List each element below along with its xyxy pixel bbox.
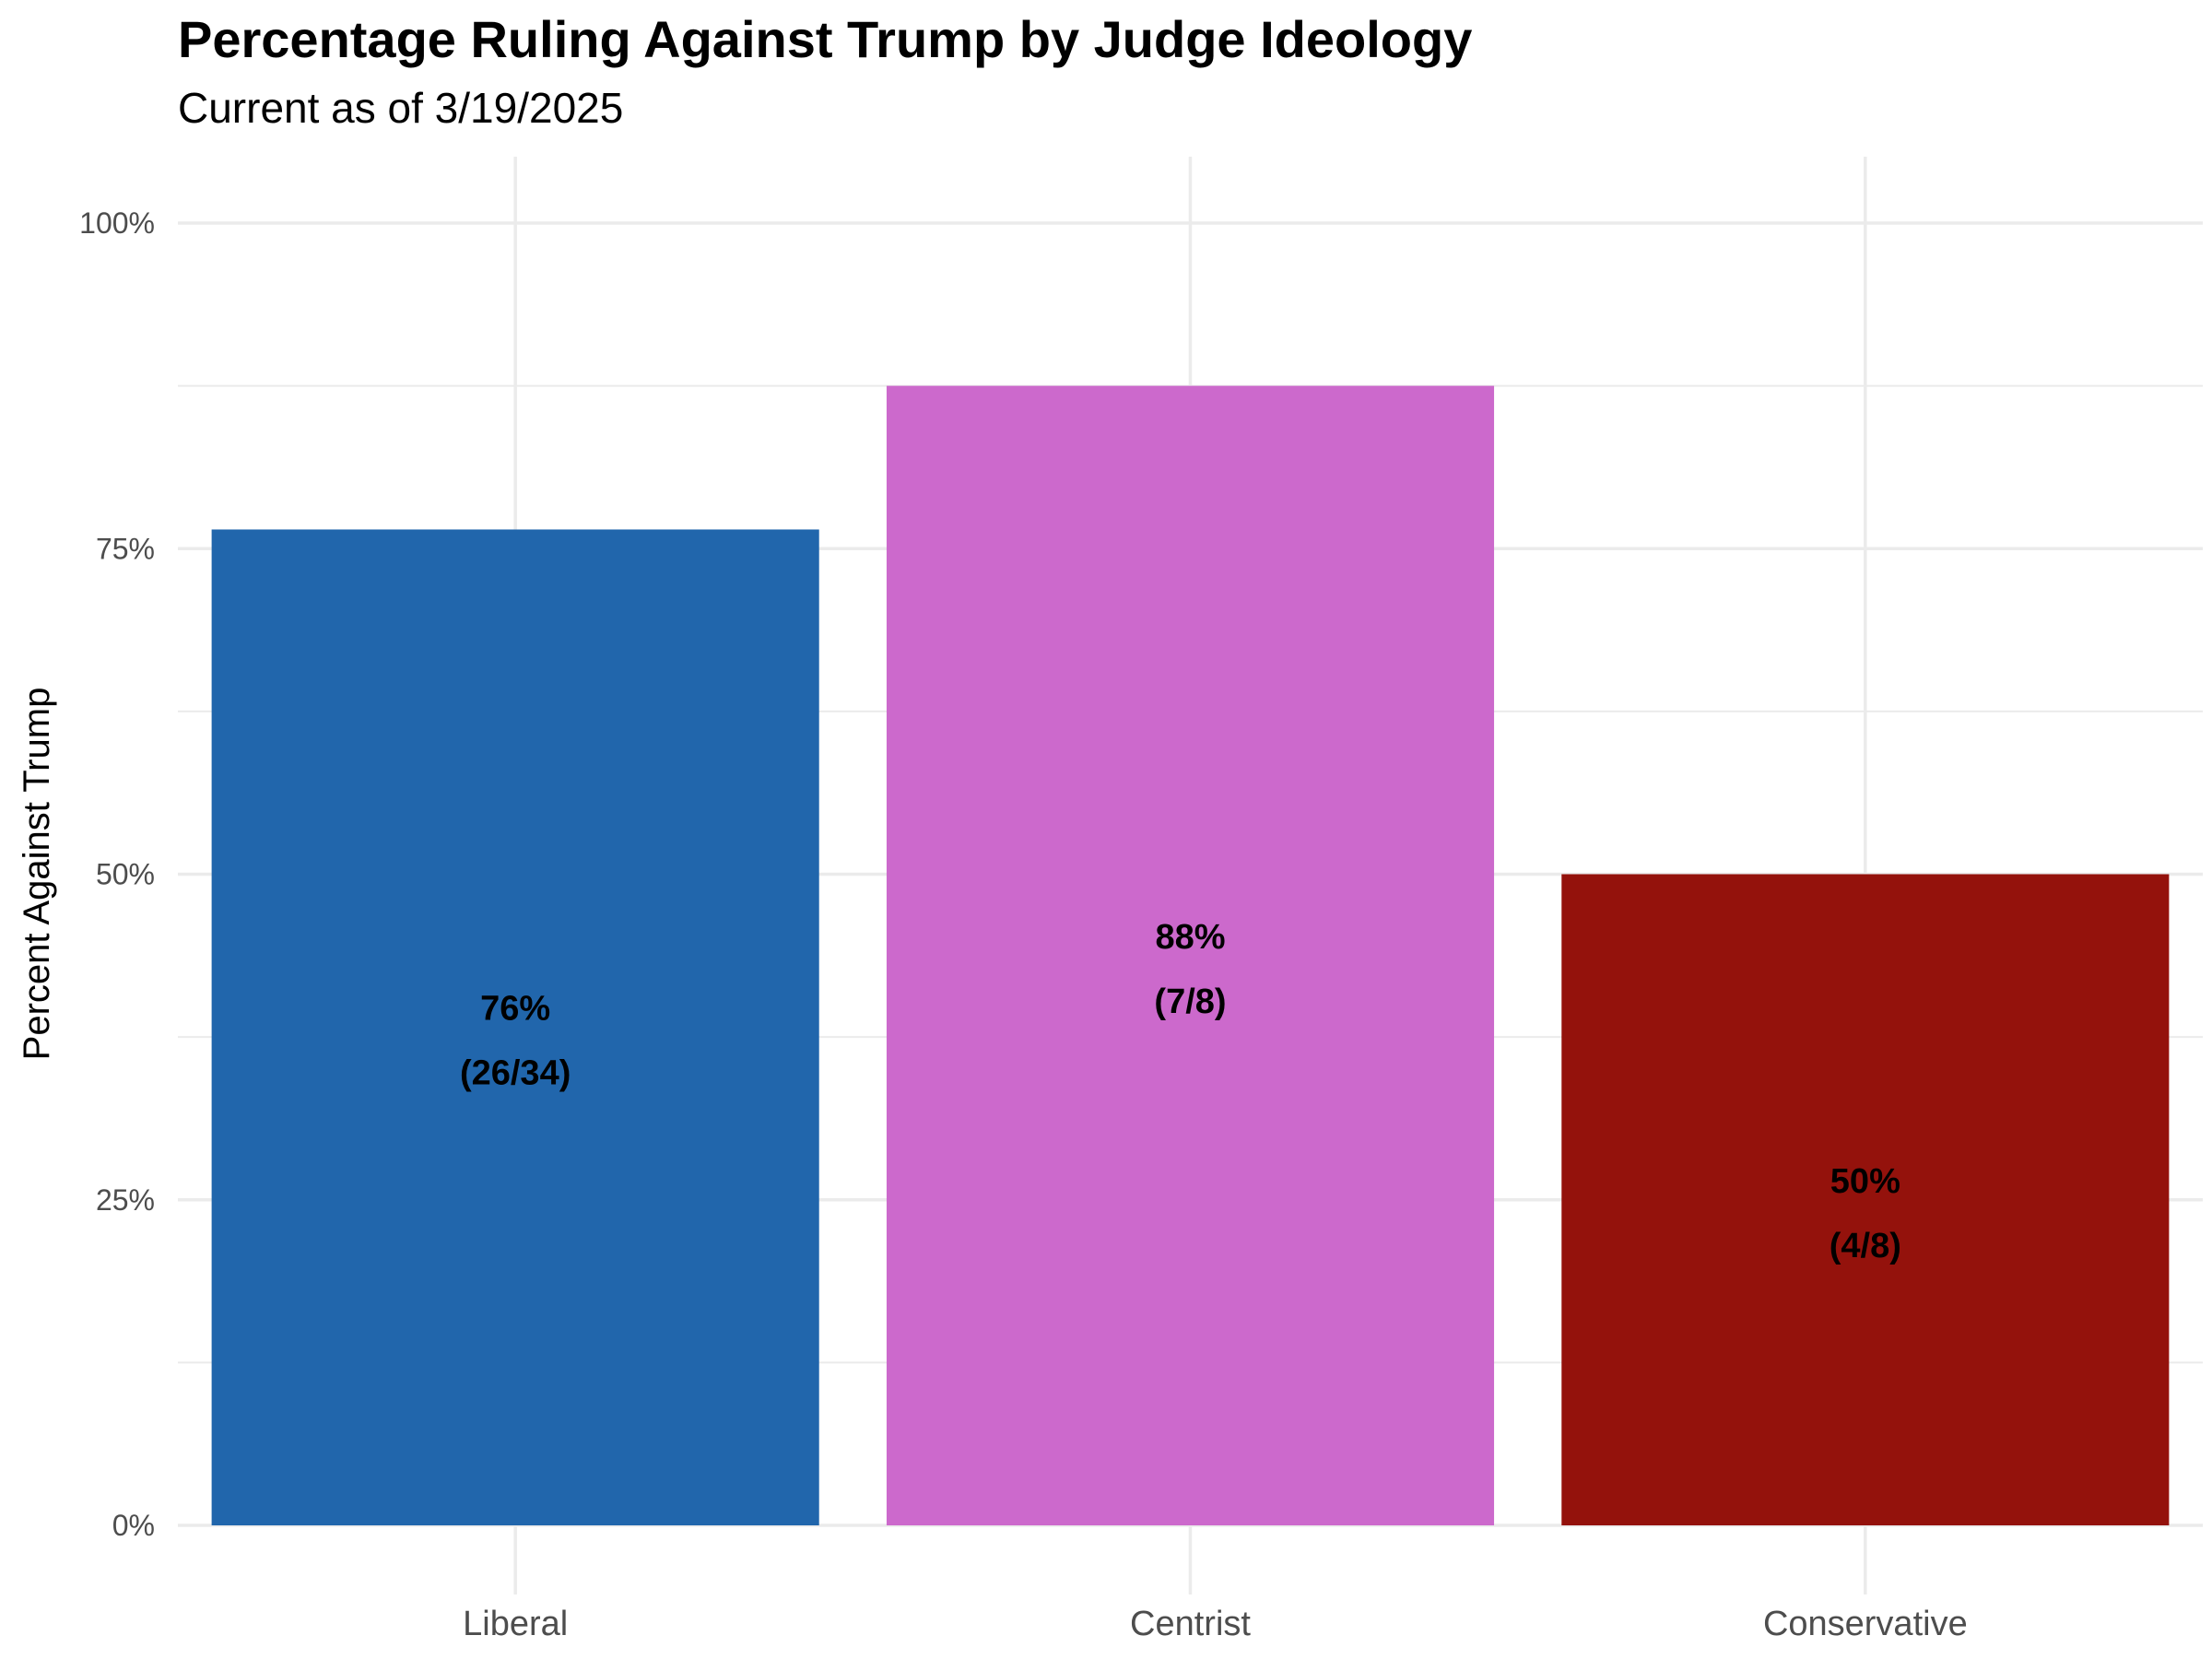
bar-value-label: 50% [1830,1162,1900,1201]
bar-liberal [211,529,819,1525]
y-tick-label: 0% [112,1509,155,1542]
chart-subtitle: Current as of 3/19/2025 [178,84,624,132]
y-tick-label: 75% [96,532,155,565]
bar-count-label: (26/34) [460,1054,571,1093]
y-tick-label: 25% [96,1183,155,1217]
x-tick-label: Conservative [1763,1605,1968,1643]
bar-count-label: (7/8) [1154,982,1226,1021]
bar-value-label: 76% [480,990,550,1029]
bars [211,385,2170,1525]
x-tick-label: Centrist [1130,1605,1251,1643]
y-axis-label: Percent Against Trump [17,688,57,1061]
bar-centrist [886,385,1495,1525]
bar-count-label: (4/8) [1830,1227,1901,1265]
chart-title: Percentage Ruling Against Trump by Judge… [178,10,1473,68]
y-tick-label: 100% [79,206,155,240]
y-tick-label: 50% [96,858,155,891]
bar-value-label: 88% [1155,918,1225,957]
x-tick-label: Liberal [463,1605,568,1643]
labels: 0% 25% 50% 75% 100% 76% (26/34) Liberal 88% (7/8)… [79,206,1968,1643]
bar-conservative [1561,874,2170,1525]
